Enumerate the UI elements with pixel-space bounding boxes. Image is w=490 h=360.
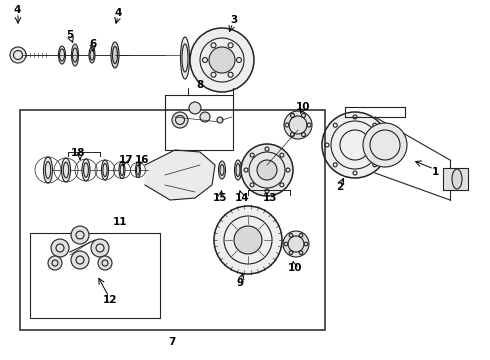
Text: 4: 4 [114,8,122,18]
Bar [443,168,468,190]
Circle shape [51,239,69,257]
Ellipse shape [82,159,90,181]
Text: 10: 10 [288,263,302,273]
Bar [20,110,325,330]
Ellipse shape [196,39,204,77]
Ellipse shape [119,162,125,179]
Text: 5: 5 [66,30,74,40]
Ellipse shape [180,37,190,79]
Circle shape [217,117,223,123]
Circle shape [71,251,89,269]
Bar [30,233,160,318]
Text: 4: 4 [13,5,21,15]
Ellipse shape [219,161,225,179]
Circle shape [48,256,62,270]
Circle shape [91,239,109,257]
Text: 10: 10 [296,102,310,112]
Ellipse shape [72,44,78,66]
Text: 7: 7 [168,337,176,347]
Polygon shape [145,150,215,200]
Text: 18: 18 [71,148,85,158]
Circle shape [234,226,262,254]
Text: 11: 11 [113,217,127,227]
Text: 3: 3 [230,15,238,25]
Text: 14: 14 [235,193,249,203]
Ellipse shape [89,47,95,63]
Circle shape [241,144,293,196]
Ellipse shape [101,160,108,180]
Text: 16: 16 [135,155,149,165]
Ellipse shape [111,42,119,68]
Circle shape [257,160,277,180]
Text: 8: 8 [196,80,204,90]
Circle shape [363,123,407,167]
Circle shape [71,226,89,244]
Ellipse shape [58,46,66,64]
Circle shape [214,206,282,274]
Circle shape [98,256,112,270]
Text: 6: 6 [89,39,97,49]
Ellipse shape [235,160,242,180]
Text: 9: 9 [237,278,244,288]
Circle shape [190,28,254,92]
Circle shape [209,47,235,73]
Circle shape [284,111,312,139]
Ellipse shape [136,162,141,177]
Text: 15: 15 [213,193,227,203]
Text: 12: 12 [103,295,117,305]
Bar [165,95,233,150]
Ellipse shape [452,169,462,189]
Text: 17: 17 [119,155,133,165]
Circle shape [200,112,210,122]
Circle shape [189,102,201,114]
Circle shape [10,47,26,63]
Text: 13: 13 [263,193,277,203]
Ellipse shape [44,157,52,183]
Text: 2: 2 [336,182,343,192]
Circle shape [172,112,188,128]
Text: 1: 1 [431,167,439,177]
Ellipse shape [62,158,71,182]
Circle shape [322,112,388,178]
Circle shape [283,231,309,257]
